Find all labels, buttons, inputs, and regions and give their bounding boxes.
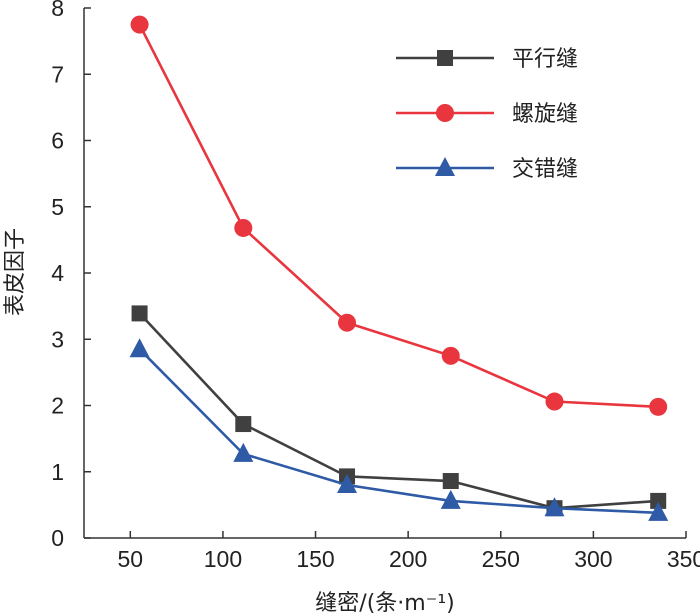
plot-area: [129, 15, 669, 521]
data-point-square: [442, 473, 459, 490]
axes: 0 1 2 3 4 5 6 7 8 50 100 150 200 250 300 350: [51, 0, 700, 572]
series-line-triangle: [138, 348, 659, 515]
y-tick-label: 4: [51, 260, 64, 286]
y-tick-label: 0: [51, 525, 64, 551]
x-axis-title: 缝密/(条·m⁻¹): [315, 591, 454, 616]
data-point-triangle: [544, 497, 565, 517]
legend-marker-circle: [436, 104, 454, 122]
data-point-square: [650, 492, 667, 509]
y-tick-label: 8: [51, 0, 64, 21]
y-tick-label: 6: [51, 128, 64, 154]
x-tick-label: 350: [667, 546, 700, 572]
y-tick-label: 3: [51, 326, 64, 352]
legend-label: 交错缝: [512, 157, 578, 182]
data-point-triangle: [129, 338, 150, 358]
data-point-triangle: [648, 501, 669, 521]
y-tick-label: 1: [51, 459, 64, 485]
data-point-square: [131, 305, 148, 322]
y-tick-label: 5: [51, 194, 64, 220]
data-point-circle: [441, 346, 460, 365]
legend-label: 平行缝: [512, 47, 578, 72]
series-line-square: [138, 312, 659, 510]
y-axis-title: 表皮因子: [3, 228, 28, 316]
x-tick-label: 200: [389, 546, 427, 572]
data-point-triangle: [233, 442, 254, 462]
data-point-triangle: [440, 489, 461, 509]
data-point-circle: [338, 313, 357, 332]
data-point-circle: [130, 15, 149, 34]
data-point-circle: [234, 218, 253, 237]
legend-label: 螺旋缝: [512, 102, 578, 127]
x-tick-label: 150: [296, 546, 334, 572]
y-tick-label: 2: [51, 393, 64, 419]
x-tick-label: 50: [118, 546, 144, 572]
series-line-circle: [138, 23, 659, 409]
x-tick-label: 300: [574, 546, 612, 572]
data-point-circle: [649, 397, 668, 416]
legend-marker-square: [437, 50, 453, 66]
data-point-circle: [545, 392, 564, 411]
x-tick-label: 100: [204, 546, 242, 572]
x-tick-label: 250: [482, 546, 520, 572]
data-point-square: [235, 416, 252, 433]
data-point-triangle: [337, 474, 358, 493]
y-tick-label: 7: [51, 61, 64, 87]
legend-marker-triangle: [435, 157, 455, 176]
